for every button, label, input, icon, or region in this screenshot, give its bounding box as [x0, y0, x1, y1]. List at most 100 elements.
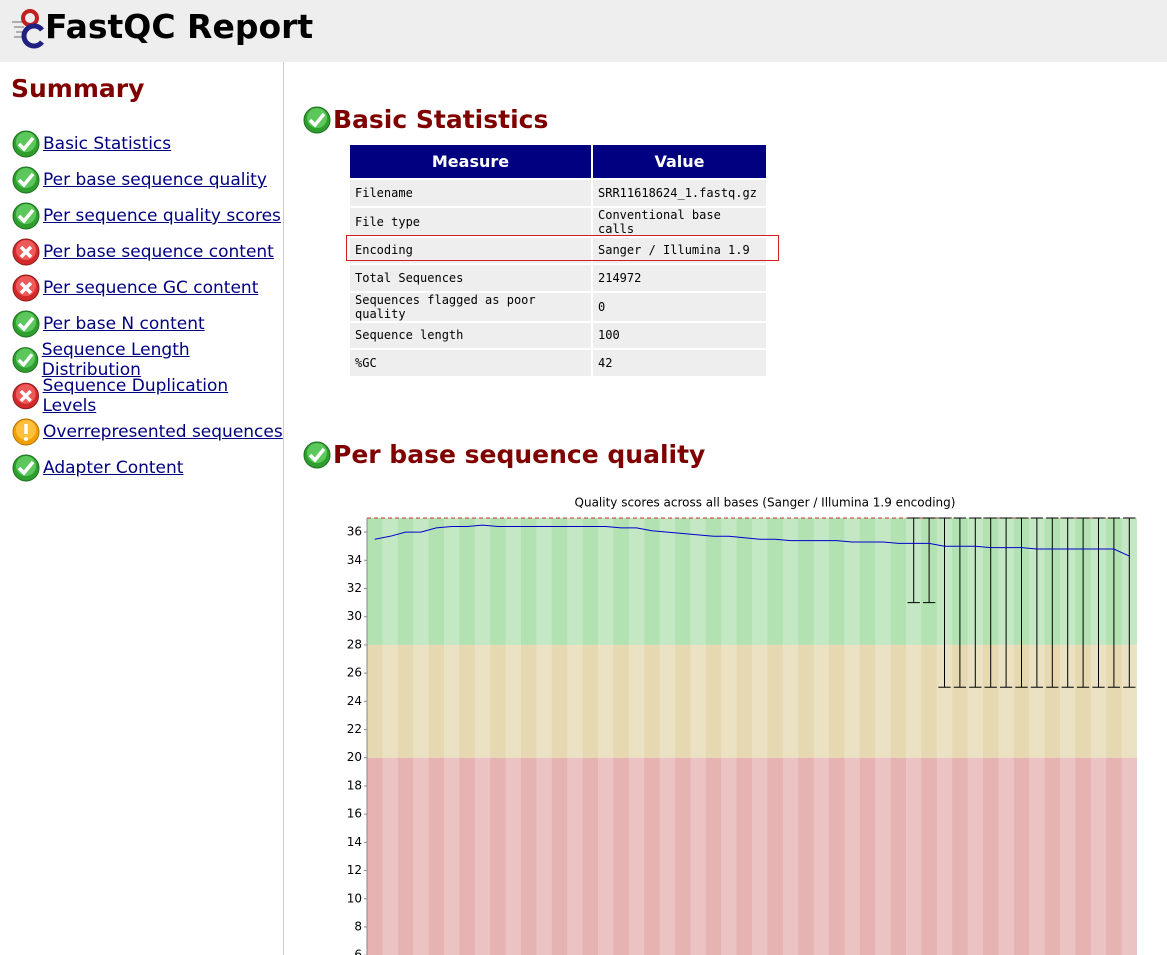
column-header: Value: [593, 145, 766, 178]
column-stripe: [1060, 518, 1076, 955]
status-icon: [303, 441, 331, 469]
column-stripe: [690, 518, 706, 955]
y-tick-label: 6: [354, 948, 362, 955]
column-stripe: [628, 518, 645, 955]
column-stripe: [474, 518, 491, 955]
y-tick-label: 36: [347, 525, 362, 539]
column-stripe: [567, 518, 583, 955]
summary-link[interactable]: Per sequence GC content: [43, 278, 259, 298]
summary-item: Per base sequence content: [12, 237, 274, 267]
column-stripe: [382, 518, 398, 955]
summary-item: Sequence Duplication Levels: [12, 376, 283, 416]
table-cell: File type: [350, 207, 591, 236]
column-stripe: [659, 518, 675, 955]
status-icon: [12, 382, 40, 410]
logo: [12, 9, 44, 49]
column-stripe: [505, 518, 521, 955]
column-stripe: [844, 518, 860, 955]
summary-link[interactable]: Basic Statistics: [43, 134, 172, 154]
column-stripe: [752, 518, 768, 955]
table-row: Sequences flagged as poor quality 0: [350, 292, 766, 321]
table-cell: Sequence length: [350, 322, 591, 348]
status-icon: [12, 202, 40, 230]
section-heading: Per base sequence quality: [301, 441, 705, 469]
y-tick-label: 8: [354, 919, 362, 933]
table-cell: SRR11618624_1.fastq.gz: [593, 180, 766, 206]
status-icon: [12, 130, 40, 158]
mean-line: [374, 524, 1130, 557]
y-tick-label: 26: [347, 666, 362, 680]
status-icon: [12, 418, 40, 446]
y-tick-label: 30: [347, 609, 362, 623]
y-tick-label: 20: [347, 750, 362, 764]
quality-band: [367, 644, 1137, 758]
summary-panel: Summary Basic Statistics Per base sequenc…: [0, 62, 284, 955]
column-stripe: [1121, 518, 1137, 955]
summary-link[interactable]: Per base sequence content: [43, 242, 274, 262]
column-stripe: [875, 518, 891, 955]
table-row: Filename SRR11618624_1.fastq.gz: [350, 180, 766, 206]
summary-link[interactable]: Sequence Duplication Levels: [42, 376, 229, 416]
y-tick-label: 12: [347, 863, 362, 877]
highlight-box: [346, 235, 779, 261]
status-icon: [12, 238, 40, 266]
table-row: %GC 42: [350, 350, 766, 376]
table-cell: Conventional base calls: [593, 207, 766, 236]
section-heading: Basic Statistics: [301, 106, 548, 134]
column-stripe: [1090, 518, 1107, 955]
column-stripe: [413, 518, 429, 955]
status-icon: [12, 310, 40, 338]
column-stripe: [1029, 518, 1045, 955]
section-title: Per base sequence quality: [333, 440, 706, 469]
chart-title: Quality scores across all bases (Sanger …: [575, 496, 956, 510]
summary-item: Per base sequence quality: [12, 165, 267, 195]
column-stripe: [782, 518, 799, 955]
summary-link[interactable]: Per sequence quality scores: [43, 206, 281, 226]
header: FastQC Report: [0, 0, 1167, 62]
summary-title: Summary: [11, 74, 145, 103]
summary-item: Sequence Length Distribution: [12, 340, 283, 380]
summary-item: Adapter Content: [12, 453, 183, 483]
status-icon: [303, 106, 331, 134]
status-icon: [12, 454, 40, 482]
column-stripe: [536, 518, 552, 955]
summary-link[interactable]: Per base N content: [43, 314, 205, 334]
table-cell: Sequences flagged as poor quality: [350, 292, 591, 321]
summary-item: Per sequence GC content: [12, 273, 258, 303]
table-cell: Filename: [350, 180, 591, 206]
table-cell: 100: [593, 322, 766, 348]
summary-link[interactable]: Adapter Content: [43, 458, 184, 478]
column-stripe: [967, 518, 983, 955]
summary-item: Per sequence quality scores: [12, 201, 281, 231]
y-tick-label: 18: [347, 778, 362, 792]
status-icon: [12, 346, 39, 374]
status-icon: [12, 166, 40, 194]
table-row: File type Conventional base calls: [350, 207, 766, 236]
table-cell: Total Sequences: [350, 265, 591, 291]
status-icon: [303, 106, 331, 134]
status-icon: [303, 441, 331, 469]
table-cell: %GC: [350, 350, 591, 376]
y-tick-label: 24: [347, 694, 362, 708]
y-tick-label: 28: [347, 637, 362, 651]
section-title: Basic Statistics: [333, 105, 549, 134]
stats-table: Measure Value Filename SRR11618624_1.fastq.…: [348, 143, 768, 378]
quality-band: [367, 518, 1137, 645]
column-header: Measure: [350, 145, 591, 178]
quality-band: [367, 757, 1137, 955]
table-row: Sequence length 100: [350, 322, 766, 348]
summary-link[interactable]: Overrepresented sequences: [43, 422, 283, 442]
summary-item: Overrepresented sequences: [12, 417, 283, 447]
summary-link[interactable]: Per base sequence quality: [43, 170, 267, 190]
table-cell: 0: [593, 292, 766, 321]
status-icon: [12, 274, 40, 302]
report-title: FastQC Report: [45, 7, 314, 46]
table-cell: 214972: [593, 265, 766, 291]
table-row: Encoding Sanger / Illumina 1.9: [350, 237, 766, 263]
summary-link[interactable]: Sequence Length Distribution: [41, 340, 190, 380]
y-tick-label: 16: [347, 807, 362, 821]
column-stripe: [444, 518, 460, 955]
table-cell: Encoding: [350, 237, 591, 263]
y-tick-label: 32: [347, 581, 362, 595]
